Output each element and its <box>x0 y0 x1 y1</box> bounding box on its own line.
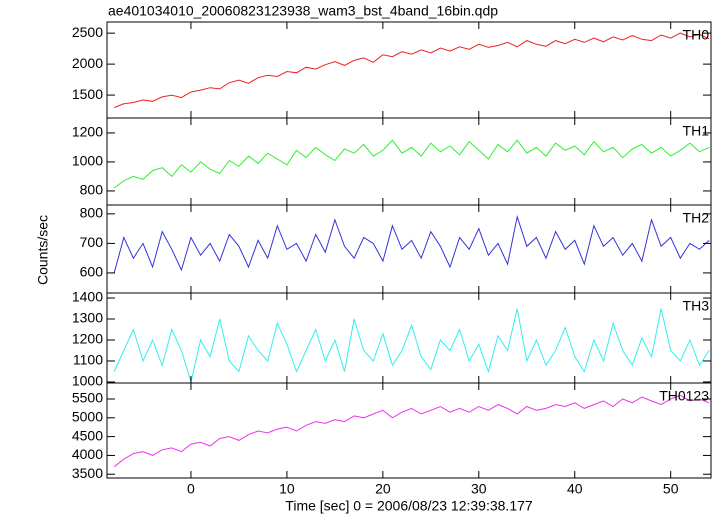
panel-label: TH1 <box>683 123 710 139</box>
y-tick-label: 800 <box>80 182 104 198</box>
y-tick-label: 600 <box>80 264 104 280</box>
x-tick-label: 50 <box>663 481 679 497</box>
x-axis-label: Time [sec] 0 = 2006/08/23 12:39:38.177 <box>285 498 533 514</box>
y-axis-label: Counts/sec <box>35 215 51 285</box>
y-tick-label: 1400 <box>72 289 103 305</box>
y-tick-label: 1000 <box>72 153 103 169</box>
y-tick-label: 4500 <box>72 427 103 443</box>
panel-frame <box>106 292 712 384</box>
y-tick-label: 1300 <box>72 310 103 326</box>
y-tick-label: 1200 <box>72 124 103 140</box>
light-curve <box>113 308 710 384</box>
y-tick-label: 800 <box>80 205 104 221</box>
panel-label: TH0123 <box>659 388 709 404</box>
y-tick-label: 2500 <box>72 24 103 40</box>
panel-label: TH3 <box>683 298 710 314</box>
x-tick-label: 30 <box>471 481 487 497</box>
light-curve <box>113 394 710 468</box>
y-tick-label: 3500 <box>72 465 103 481</box>
panel-label: TH0 <box>683 27 710 43</box>
x-tick-label: 20 <box>375 481 391 497</box>
y-tick-label: 1200 <box>72 331 103 347</box>
x-tick-label: 0 <box>187 481 195 497</box>
x-tick-label: 40 <box>567 481 583 497</box>
panel-frame <box>106 117 712 206</box>
y-tick-label: 700 <box>80 234 104 250</box>
panel-label: TH2 <box>683 210 710 226</box>
panel-frame <box>106 21 712 119</box>
light-curve <box>113 214 710 274</box>
chart-title: ae401034010_20060823123938_wam3_bst_4ban… <box>108 3 498 19</box>
y-tick-label: 5000 <box>72 409 103 425</box>
y-tick-label: 1000 <box>72 373 103 389</box>
y-tick-label: 2000 <box>72 55 103 71</box>
y-tick-label: 1100 <box>73 352 103 368</box>
y-tick-label: 5500 <box>72 390 103 406</box>
x-tick-label: 10 <box>279 481 295 497</box>
light-curve <box>113 139 710 189</box>
panel-frame <box>106 382 712 479</box>
y-tick-label: 1500 <box>72 86 103 102</box>
y-tick-label: 4000 <box>72 446 103 462</box>
light-curve <box>114 32 710 108</box>
